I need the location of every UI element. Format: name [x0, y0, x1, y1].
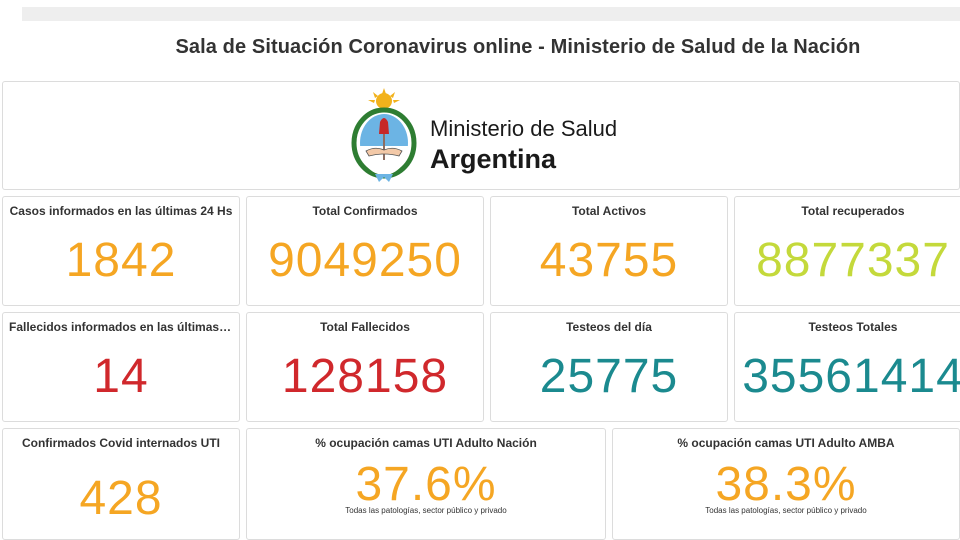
argentina-coat-of-arms-icon [351, 88, 417, 182]
stat-label: Testeos del día [566, 320, 652, 334]
stat-value: 9049250 [268, 234, 462, 287]
stat-label: Testeos Totales [808, 320, 898, 334]
ministry-logo: Ministerio de Salud Argentina [349, 88, 669, 188]
stat-total-confirmados: Total Confirmados 9049250 [246, 196, 484, 306]
stat-label: Fallecidos informados en las últimas 24 … [9, 320, 239, 334]
stat-label: Total Confirmados [312, 204, 418, 218]
stat-value: 37.6% [355, 458, 497, 511]
stat-value: 25775 [539, 350, 679, 403]
top-strip [22, 7, 960, 21]
stat-label: Total Activos [571, 204, 646, 218]
stat-total-recuperados: Total recuperados 8877337 [734, 196, 960, 306]
stat-ocupacion-amba: % ocupación camas UTI Adulto AMBA 38.3% … [612, 428, 960, 540]
stat-total-activos: Total Activos 43755 [490, 196, 728, 306]
stat-value: 43755 [539, 234, 679, 287]
stat-value: 38.3% [715, 458, 857, 511]
stat-label: Confirmados Covid internados UTI [21, 436, 220, 450]
stat-value: 1842 [65, 234, 177, 287]
stat-note: Todas las patologías, sector público y p… [345, 506, 507, 515]
stat-total-fallecidos: Total Fallecidos 128158 [246, 312, 484, 422]
stat-note: Todas las patologías, sector público y p… [705, 506, 867, 515]
ministry-name: Ministerio de Salud [430, 116, 618, 141]
stat-testeos-totales: Testeos Totales 35561414 [734, 312, 960, 422]
stat-label: Total recuperados [801, 204, 905, 218]
stat-label: % ocupación camas UTI Adulto Nación [315, 436, 537, 450]
ministry-logo-card: Ministerio de Salud Argentina [2, 81, 960, 190]
page-title: Sala de Situación Coronavirus online - M… [175, 36, 861, 58]
stat-casos-24h: Casos informados en las últimas 24 Hs 18… [2, 196, 240, 306]
stat-value: 428 [79, 472, 163, 525]
stat-value: 8877337 [756, 234, 950, 287]
country-name: Argentina [430, 144, 557, 174]
stat-value: 35561414 [742, 350, 960, 403]
stat-ocupacion-nacion: % ocupación camas UTI Adulto Nación 37.6… [246, 428, 606, 540]
stat-internados-uti: Confirmados Covid internados UTI 428 [2, 428, 240, 540]
stat-value: 128158 [281, 350, 449, 403]
stat-testeos-dia: Testeos del día 25775 [490, 312, 728, 422]
stat-fallecidos-24h: Fallecidos informados en las últimas 24 … [2, 312, 240, 422]
stat-label: Total Fallecidos [320, 320, 410, 334]
stat-value: 14 [93, 350, 149, 403]
stat-label: Casos informados en las últimas 24 Hs [9, 204, 233, 218]
top-bar [0, 0, 960, 8]
stat-label: % ocupación camas UTI Adulto AMBA [677, 436, 895, 450]
